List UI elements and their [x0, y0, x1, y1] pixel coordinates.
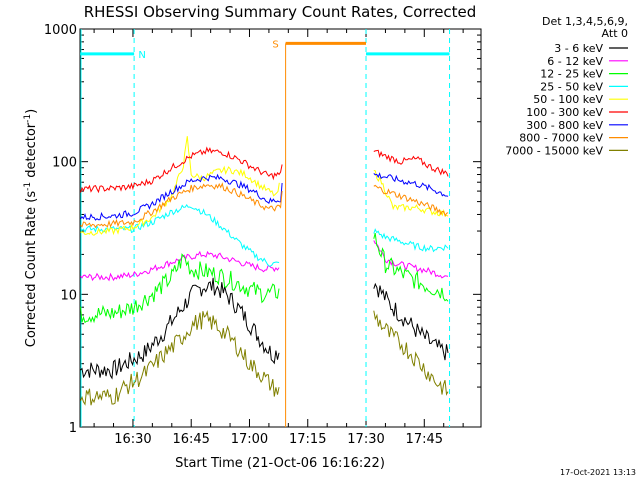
- x-tick-label: 17:30: [347, 432, 384, 447]
- plot-frame: [79, 28, 482, 428]
- legend-label: 7000 - 15000 keV: [505, 144, 603, 157]
- series-line-3-b: [373, 228, 449, 253]
- x-axis-label: Start Time (21-Oct-06 16:16:22): [175, 456, 385, 471]
- flag-label-N: N: [138, 50, 145, 61]
- flag-label-S: S: [272, 39, 278, 50]
- y-axis-label-part: -1: [23, 182, 33, 191]
- series-line-7: [80, 182, 283, 229]
- x-tick-label: 17:00: [231, 432, 268, 447]
- timestamp: 17-Oct-2021 13:13: [560, 468, 636, 477]
- y-axis-label-part: ): [24, 109, 39, 114]
- series-line-2-b: [373, 232, 449, 302]
- legend-label: 100 - 300 keV: [526, 106, 603, 119]
- series-line-8-b: [373, 310, 449, 396]
- y-axis-label-part: Corrected Count Rate (s: [24, 191, 39, 348]
- x-tick-label: 16:45: [172, 432, 209, 447]
- series-line-5: [80, 146, 283, 194]
- series-lines: [80, 136, 449, 406]
- legend-label: 800 - 7000 keV: [519, 132, 603, 145]
- y-tick-label: 1000: [44, 23, 77, 38]
- y-axis-label-part: -1: [23, 114, 33, 123]
- x-tick-label: 16:30: [114, 432, 151, 447]
- series-line-8: [80, 309, 280, 406]
- legend-header: Det 1,3,4,5,6,9,: [542, 15, 628, 28]
- series-line-6: [80, 173, 283, 221]
- x-axis: 16:30 16:45 17:00 17:15 17:30 17:45: [93, 29, 464, 447]
- y-axis-label: Corrected Count Rate (s-1 detector-1): [23, 109, 39, 347]
- series-line-7-b: [373, 184, 449, 217]
- y-axis-label-part: detector: [24, 122, 39, 182]
- y-tick-label: 1: [69, 421, 77, 436]
- y-tick-label: 100: [52, 156, 77, 171]
- legend-label: 6 - 12 keV: [547, 55, 603, 68]
- series-line-1-b: [373, 240, 449, 279]
- legend-header: Att 0: [602, 27, 628, 40]
- series-line-3: [80, 203, 280, 267]
- y-tick-label: 10: [60, 288, 77, 303]
- chart-title: RHESSI Observing Summary Count Rates, Co…: [84, 3, 477, 21]
- series-line-1: [80, 250, 280, 282]
- legend-label: 50 - 100 keV: [533, 93, 603, 106]
- legend-label: 3 - 6 keV: [554, 42, 603, 55]
- x-tick-label: 17:45: [406, 432, 443, 447]
- series-line-4: [80, 136, 280, 236]
- series-line-2: [80, 253, 280, 324]
- y-axis: 1 10 100 1000: [44, 23, 481, 436]
- series-line-5-b: [373, 149, 449, 177]
- series-line-0-b: [373, 282, 449, 361]
- legend-label: 300 - 800 keV: [526, 119, 603, 132]
- series-line-0: [80, 277, 280, 380]
- series-line-6-b: [373, 172, 449, 197]
- series-line-4-b: [373, 170, 449, 217]
- legend-label: 25 - 50 keV: [540, 80, 603, 93]
- x-tick-label: 17:15: [289, 432, 326, 447]
- legend-label: 12 - 25 keV: [540, 68, 603, 81]
- flag-bars: NS: [80, 29, 451, 427]
